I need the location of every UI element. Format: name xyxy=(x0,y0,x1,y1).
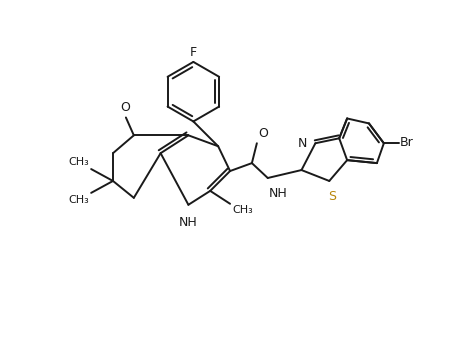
Text: O: O xyxy=(120,102,130,114)
Text: Br: Br xyxy=(400,136,414,149)
Text: CH₃: CH₃ xyxy=(69,195,89,205)
Text: S: S xyxy=(328,190,336,203)
Text: CH₃: CH₃ xyxy=(69,157,89,167)
Text: NH: NH xyxy=(269,187,288,200)
Text: F: F xyxy=(190,46,197,59)
Text: NH: NH xyxy=(179,216,198,229)
Text: N: N xyxy=(298,137,307,150)
Text: O: O xyxy=(258,127,268,140)
Text: CH₃: CH₃ xyxy=(232,205,253,215)
